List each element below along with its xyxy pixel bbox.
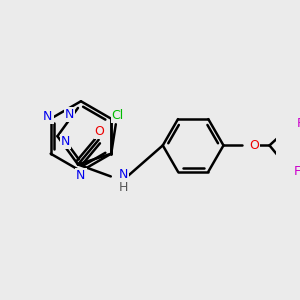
Text: F: F	[293, 165, 300, 178]
Text: N: N	[65, 108, 74, 121]
Text: Cl: Cl	[112, 109, 124, 122]
Text: O: O	[249, 139, 259, 152]
Text: F: F	[297, 117, 300, 130]
Text: N: N	[61, 135, 70, 148]
Text: N: N	[76, 169, 86, 182]
Text: N: N	[119, 168, 128, 181]
Text: H: H	[119, 181, 128, 194]
Text: N: N	[43, 110, 52, 123]
Text: O: O	[94, 125, 104, 138]
